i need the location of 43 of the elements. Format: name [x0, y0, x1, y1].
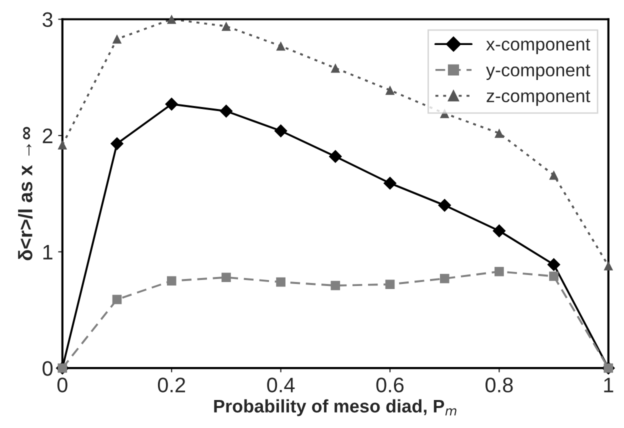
y-tick-label: 0 — [42, 361, 53, 376]
point — [494, 266, 504, 276]
x-tick-label: 1 — [604, 378, 614, 392]
point — [438, 198, 452, 212]
point — [547, 258, 560, 272]
point — [549, 272, 558, 281]
y-axis-title: δ<r>/l as x →∞ — [18, 126, 33, 260]
point — [276, 41, 286, 51]
point — [166, 14, 176, 24]
point — [276, 277, 286, 287]
point — [604, 261, 614, 270]
y-tick-label: 3 — [42, 12, 52, 28]
point — [220, 104, 233, 118]
point — [330, 280, 340, 290]
point — [112, 294, 122, 304]
legend-label: x-component — [486, 38, 590, 54]
point — [328, 150, 342, 164]
point — [112, 34, 122, 44]
point — [549, 170, 558, 180]
x-tick-label: 0.2 — [158, 378, 186, 392]
point — [494, 128, 504, 138]
point — [383, 176, 397, 190]
point — [330, 63, 340, 73]
y-tick-label: 2 — [42, 128, 52, 144]
point — [222, 272, 231, 282]
x-axis-title: Probability of meso diad, P$_{m}$ — [214, 399, 456, 416]
point — [58, 140, 68, 150]
x-tick-label: 0.8 — [486, 378, 513, 392]
x-tick-label: 0 — [57, 378, 68, 392]
point — [385, 280, 395, 290]
x-tick-label: 0.6 — [376, 378, 404, 392]
point — [274, 124, 288, 138]
point — [166, 276, 176, 286]
y-tick-label: 1 — [43, 245, 52, 260]
point — [165, 98, 178, 111]
x-tick-label: 0.4 — [267, 378, 295, 392]
point — [222, 22, 231, 31]
point — [110, 137, 124, 150]
point — [440, 274, 450, 284]
legend-label: y-component — [486, 64, 590, 80]
point — [385, 86, 395, 95]
point — [492, 224, 506, 238]
legend-label: z-component — [486, 90, 590, 106]
